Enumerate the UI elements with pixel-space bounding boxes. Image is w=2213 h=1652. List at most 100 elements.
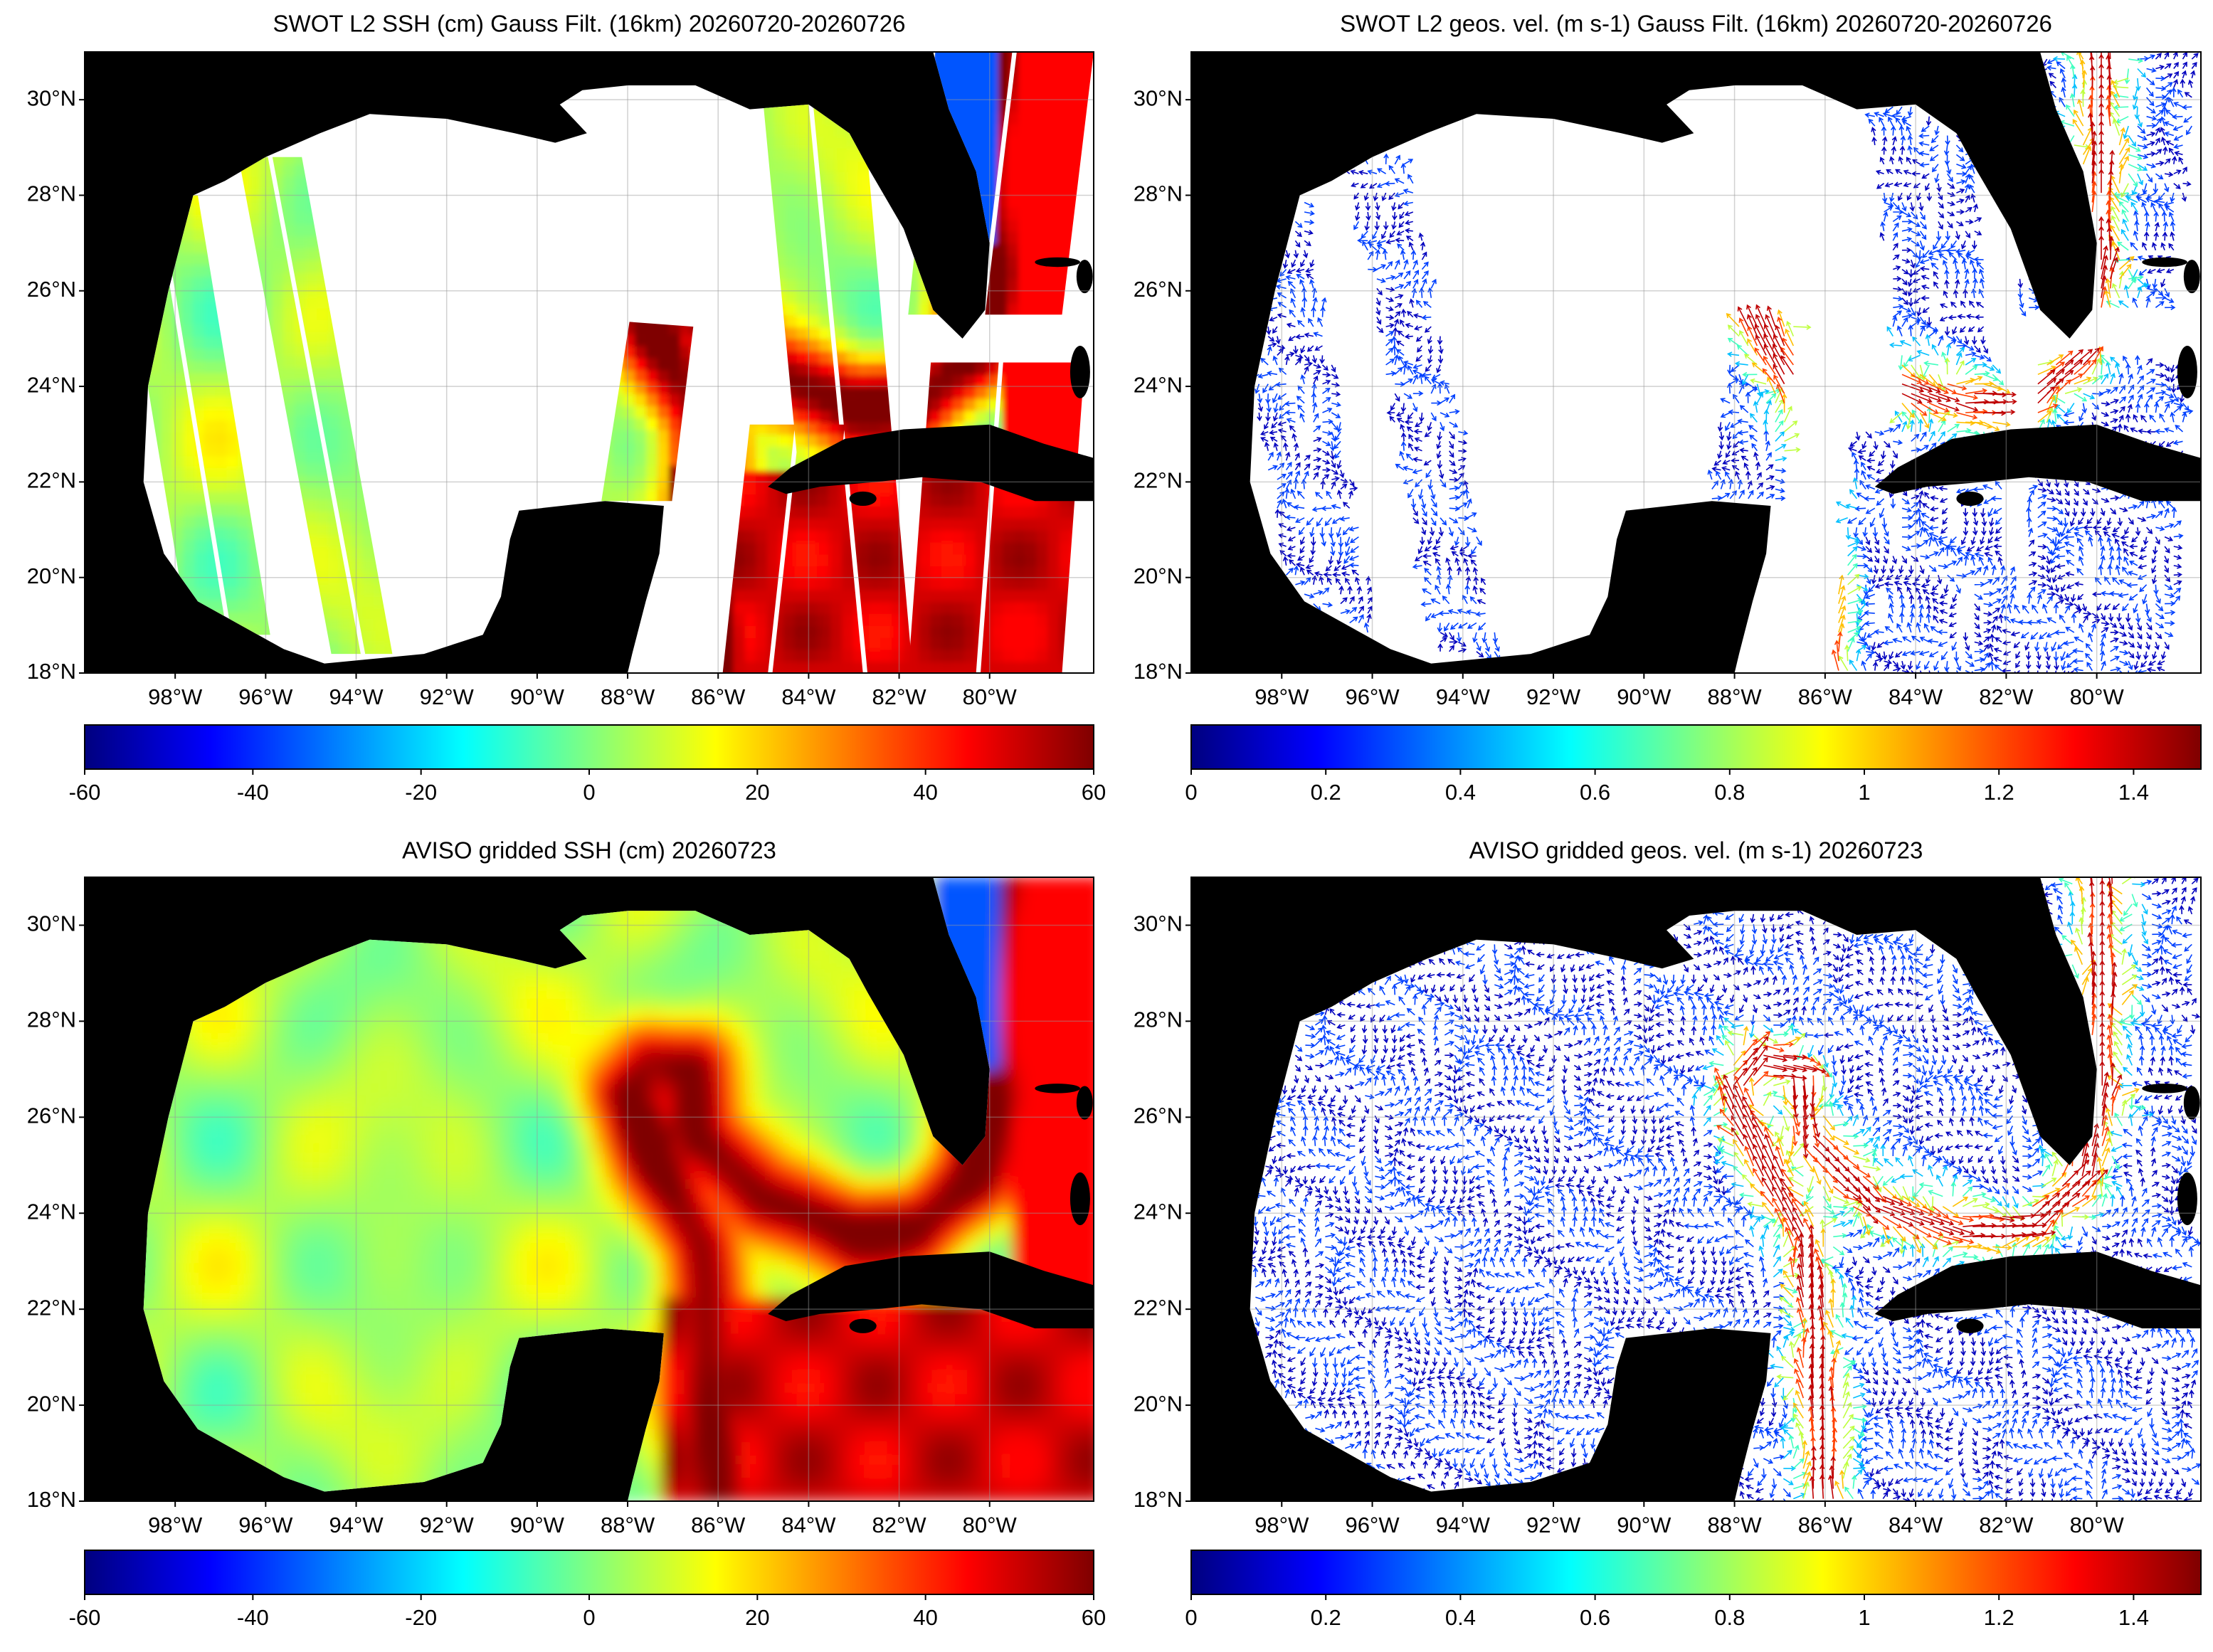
ssh-cell	[181, 287, 194, 302]
ssh-cell	[991, 529, 1004, 543]
ssh-cell	[952, 362, 966, 364]
ssh-cell	[744, 613, 758, 626]
ssh-cell	[869, 326, 882, 339]
ssh-cell	[817, 576, 830, 591]
ssh-cell	[991, 613, 1004, 626]
ssh-cell	[634, 404, 648, 418]
ssh-cell	[1013, 504, 1027, 519]
ssh-cell	[830, 600, 844, 615]
ssh-cell	[744, 648, 758, 662]
ssh-cell	[226, 443, 240, 457]
ssh-cell	[756, 672, 769, 673]
ssh-cell	[930, 588, 943, 603]
ssh-cell	[204, 335, 217, 349]
ssh-cell	[941, 576, 954, 591]
ssh-cell	[783, 600, 796, 615]
ssh-cell	[601, 488, 614, 502]
ssh-cell	[835, 314, 848, 328]
ssh-cell	[756, 469, 769, 483]
ssh-cell	[1070, 672, 1084, 673]
ssh-cell	[1093, 445, 1106, 459]
ssh-cell	[1029, 182, 1042, 196]
ssh-cell	[161, 359, 174, 373]
ssh-cell	[680, 344, 693, 359]
ssh-cell	[835, 159, 848, 172]
ssh-cell	[991, 672, 1004, 673]
ssh-cell	[963, 374, 977, 388]
ssh-cell	[294, 354, 307, 369]
ssh-cell	[817, 553, 830, 566]
ssh-cell	[796, 386, 810, 399]
ssh-cell	[952, 362, 966, 376]
ssh-cell	[773, 206, 787, 221]
ssh-cell	[192, 347, 206, 361]
ssh-cell	[857, 553, 871, 566]
ssh-cell	[756, 553, 769, 566]
ssh-cell	[305, 438, 319, 452]
ssh-cell	[778, 457, 791, 471]
ssh-cell	[835, 266, 848, 280]
ssh-cell	[1029, 218, 1042, 232]
ssh-cell	[869, 421, 882, 435]
ssh-cell	[623, 452, 636, 466]
ssh-cell	[328, 414, 342, 428]
ssh-cell	[634, 440, 648, 455]
ssh-cell	[963, 576, 977, 591]
ssh-cell	[328, 641, 342, 655]
ssh-cell	[773, 182, 787, 196]
ssh-cell	[657, 393, 670, 406]
ssh-cell	[1047, 504, 1061, 519]
ssh-cell	[1052, 242, 1065, 256]
ssh-cell	[801, 672, 814, 686]
ssh-cell	[941, 386, 954, 399]
ssh-cell	[249, 598, 262, 612]
ssh-cell	[986, 672, 999, 673]
ssh-cell	[1040, 230, 1054, 244]
ssh-cell	[733, 624, 746, 638]
ssh-cell	[362, 617, 375, 631]
ssh-cell	[880, 564, 894, 578]
ssh-cell	[869, 374, 882, 388]
ssh-cell	[744, 517, 758, 531]
ssh-cell	[857, 349, 871, 364]
ssh-cell	[294, 270, 307, 285]
ssh-cell	[1052, 52, 1065, 65]
ssh-cell	[204, 383, 217, 397]
ssh-cell	[1052, 52, 1065, 53]
ssh-cell	[272, 157, 285, 165]
ssh-cell	[785, 147, 798, 161]
ssh-cell	[1025, 553, 1038, 566]
ssh-cell	[806, 624, 819, 638]
ssh-cell	[226, 455, 240, 469]
ssh-cell	[260, 223, 273, 237]
ssh-cell	[813, 672, 825, 673]
ssh-cell	[819, 397, 833, 411]
ssh-cell	[294, 187, 307, 201]
ssh-cell	[869, 481, 882, 495]
ssh-cell	[645, 428, 659, 443]
ssh-cell	[183, 479, 196, 492]
ssh-cell	[1086, 52, 1094, 53]
ssh-cell	[657, 488, 670, 502]
ssh-cell	[1063, 87, 1077, 101]
ssh-cell	[328, 354, 342, 369]
ssh-cell	[1093, 541, 1106, 554]
ssh-cell	[941, 660, 954, 673]
ssh-cell	[1059, 553, 1072, 566]
ssh-cell	[192, 240, 206, 254]
ssh-cell	[1018, 134, 1031, 149]
ssh-cell	[1025, 397, 1038, 411]
ssh-cell	[846, 266, 860, 280]
ssh-cell	[892, 624, 904, 638]
ssh-cell	[181, 252, 194, 265]
ssh-cell	[1002, 588, 1015, 603]
ssh-cell	[744, 576, 758, 591]
ssh-cell	[260, 622, 270, 635]
ssh-cell	[995, 290, 1009, 304]
ssh-cell	[171, 430, 185, 445]
ssh-cell	[305, 235, 319, 249]
ssh-cell	[733, 553, 746, 566]
ssh-cell	[808, 386, 821, 399]
ssh-cell	[1025, 672, 1038, 673]
ssh-cell	[1047, 660, 1061, 673]
